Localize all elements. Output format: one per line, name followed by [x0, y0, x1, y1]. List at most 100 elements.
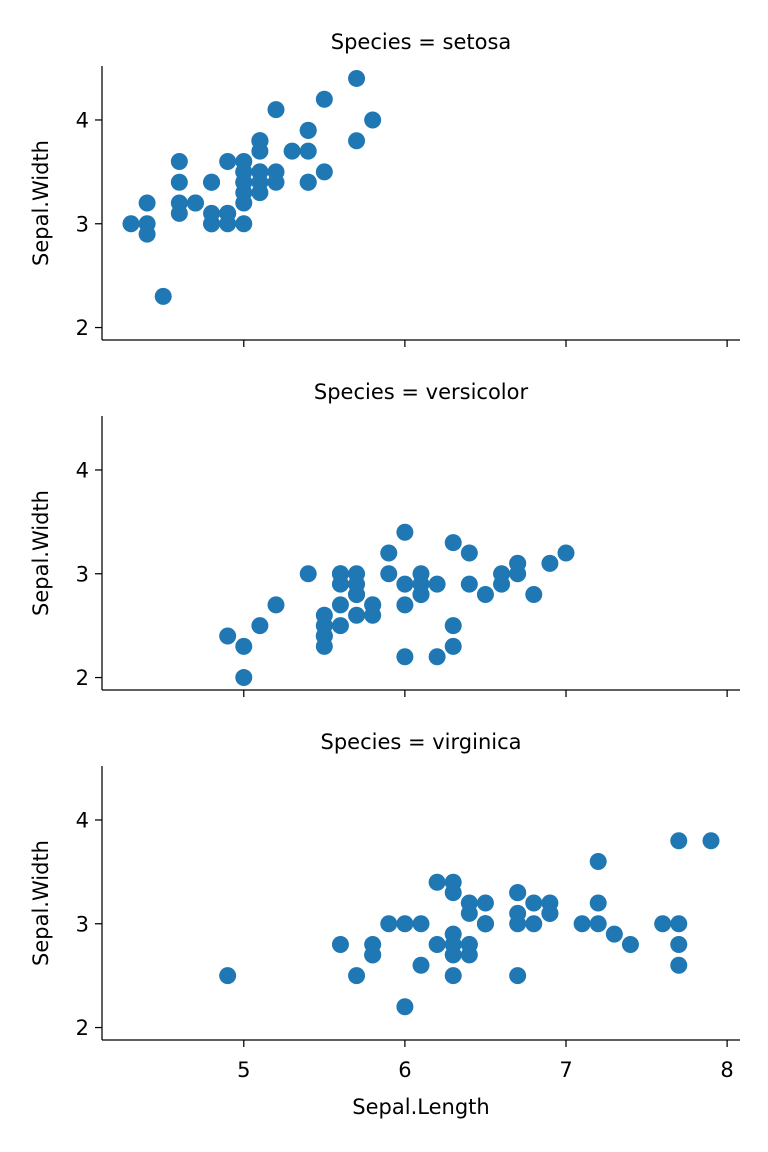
- scatter-point: [380, 565, 398, 583]
- scatter-point: [412, 565, 430, 583]
- scatter-point: [670, 915, 688, 933]
- scatter-point: [315, 163, 333, 181]
- y-tick-label: 4: [76, 108, 89, 132]
- y-axis-label: Sepal.Width: [29, 840, 53, 966]
- y-tick-label: 3: [76, 212, 89, 236]
- scatter-point: [299, 565, 317, 583]
- scatter-point: [509, 967, 527, 985]
- scatter-point: [331, 936, 349, 954]
- scatter-point: [621, 936, 639, 954]
- y-tick-label: 4: [76, 458, 89, 482]
- scatter-point: [331, 565, 349, 583]
- scatter-point: [267, 596, 285, 614]
- scatter-point: [573, 915, 591, 933]
- scatter-point: [283, 142, 301, 160]
- scatter-point: [396, 575, 414, 593]
- scatter-point: [444, 967, 462, 985]
- scatter-point: [589, 915, 607, 933]
- scatter-point: [509, 915, 527, 933]
- scatter-point: [235, 669, 253, 687]
- scatter-point: [396, 998, 414, 1016]
- scatter-point: [670, 936, 688, 954]
- scatter-point: [702, 832, 720, 850]
- facet-title: Species = versicolor: [314, 380, 529, 404]
- scatter-point: [525, 915, 543, 933]
- scatter-point: [348, 132, 366, 150]
- scatter-point: [589, 852, 607, 870]
- scatter-point: [412, 956, 430, 974]
- scatter-point: [605, 925, 623, 943]
- scatter-point: [364, 606, 382, 624]
- scatter-point: [331, 596, 349, 614]
- scatter-point: [541, 554, 559, 572]
- scatter-point: [219, 152, 237, 170]
- scatter-point: [476, 894, 494, 912]
- y-axis-label: Sepal.Width: [29, 490, 53, 616]
- scatter-point: [396, 915, 414, 933]
- scatter-point: [138, 194, 156, 212]
- facet-panel-1: Species = setosa 2 3 4 Sepal.Width: [29, 30, 740, 347]
- scatter-point: [444, 534, 462, 552]
- scatter-point: [122, 215, 140, 233]
- scatter-point: [460, 544, 478, 562]
- x-tick-label: 5: [237, 1058, 250, 1082]
- scatter-point: [154, 287, 172, 305]
- scatter-point: [380, 544, 398, 562]
- scatter-point: [235, 637, 253, 655]
- scatter-point: [444, 637, 462, 655]
- facet-panel-2: Species = versicolor 2 3 4 Sepal.Width: [29, 380, 740, 697]
- scatter-point: [170, 152, 188, 170]
- scatter-point: [412, 915, 430, 933]
- scatter-point: [493, 565, 511, 583]
- scatter-point: [299, 173, 317, 191]
- scatter-point: [670, 956, 688, 974]
- scatter-point: [348, 586, 366, 604]
- scatter-point: [476, 915, 494, 933]
- scatter-point: [396, 523, 414, 541]
- scatter-point: [364, 111, 382, 129]
- scatter-point: [428, 873, 446, 891]
- scatter-point: [251, 617, 269, 635]
- scatter-points: [219, 832, 720, 1016]
- scatter-point: [186, 194, 204, 212]
- y-tick-label: 2: [76, 1016, 89, 1040]
- y-tick-label: 3: [76, 912, 89, 936]
- scatter-point: [428, 575, 446, 593]
- scatter-point: [251, 173, 269, 191]
- scatter-point: [525, 586, 543, 604]
- scatter-point: [315, 90, 333, 108]
- scatter-point: [589, 894, 607, 912]
- scatter-point: [460, 575, 478, 593]
- scatter-point: [525, 894, 543, 912]
- facet-title: Species = setosa: [331, 30, 512, 54]
- x-tick-label: 8: [720, 1058, 733, 1082]
- scatter-point: [396, 648, 414, 666]
- y-tick-label: 2: [76, 316, 89, 340]
- scatter-point: [348, 69, 366, 87]
- scatter-point: [509, 554, 527, 572]
- scatter-point: [670, 832, 688, 850]
- scatter-point: [412, 586, 430, 604]
- scatter-point: [396, 596, 414, 614]
- scatter-point: [219, 967, 237, 985]
- scatter-point: [364, 946, 382, 964]
- scatter-point: [138, 215, 156, 233]
- scatter-point: [203, 173, 221, 191]
- scatter-point: [541, 904, 559, 922]
- scatter-point: [299, 142, 317, 160]
- scatter-point: [235, 163, 253, 181]
- y-tick-label: 3: [76, 562, 89, 586]
- scatter-point: [444, 617, 462, 635]
- scatter-point: [509, 884, 527, 902]
- scatter-point: [476, 586, 494, 604]
- facet-title: Species = virginica: [320, 730, 521, 754]
- scatter-point: [267, 101, 285, 119]
- scatter-point: [235, 184, 253, 202]
- x-axis-label: Sepal.Length: [352, 1095, 489, 1119]
- scatter-point: [235, 215, 253, 233]
- scatter-point: [348, 967, 366, 985]
- scatter-point: [654, 915, 672, 933]
- scatter-point: [380, 915, 398, 933]
- scatter-points: [219, 523, 575, 687]
